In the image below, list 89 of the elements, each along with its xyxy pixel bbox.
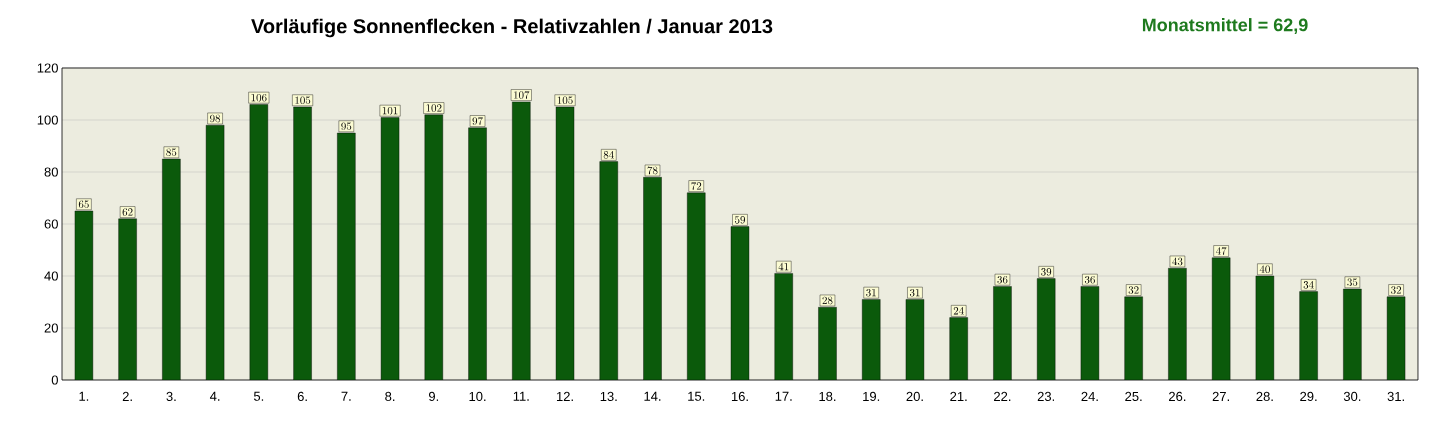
y-tick-label: 100 (37, 115, 58, 125)
x-tick-label: 10. (469, 391, 486, 401)
data-label: 97 (472, 117, 483, 125)
data-label: 47 (1215, 247, 1227, 255)
chart-title: Vorläufige Sonnenflecken - Relativzahlen / Januar 2013 (251, 18, 773, 38)
x-tick-label: 17. (775, 391, 792, 401)
bar (818, 307, 837, 380)
data-label: 98 (210, 114, 221, 123)
x-tick-label: 27. (1212, 391, 1229, 401)
y-tick-label: 120 (37, 63, 58, 73)
data-label: 35 (1347, 278, 1358, 287)
x-tick-label: 28. (1256, 391, 1273, 401)
bar (643, 177, 662, 380)
bar (337, 132, 356, 380)
x-tick-label: 31. (1387, 391, 1404, 401)
data-label: 72 (691, 182, 702, 190)
bar (424, 114, 443, 380)
x-tick-label: 4. (209, 391, 220, 401)
data-label: 84 (603, 150, 614, 159)
x-tick-label: 20. (906, 391, 923, 401)
y-tick-label: 20 (44, 323, 58, 333)
data-label: 36 (997, 275, 1008, 284)
x-tick-label: 21. (950, 391, 967, 401)
x-tick-label: 26. (1169, 391, 1186, 401)
x-tick-label: 22. (994, 391, 1011, 401)
text: Monatsmittel = 62,9 (1142, 18, 1308, 34)
x-tick-label: 18. (819, 391, 836, 401)
x-tick-label: 9. (428, 391, 439, 401)
data-label: 106 (251, 93, 267, 102)
bar (1299, 291, 1318, 380)
bar (118, 218, 137, 380)
data-label: 101 (382, 106, 398, 115)
data-label: 34 (1303, 280, 1314, 289)
x-tick-label: 3. (166, 391, 176, 401)
x-tick-label: 15. (688, 391, 705, 401)
bar (1036, 278, 1056, 380)
data-label: 32 (1391, 286, 1402, 294)
data-label: 78 (647, 166, 658, 175)
data-label: 105 (557, 96, 573, 105)
data-label: 85 (166, 148, 177, 157)
x-tick-label: 19. (863, 391, 880, 401)
bar (1124, 296, 1143, 380)
x-tick-label: 13. (600, 391, 617, 401)
x-tick-label: 16. (731, 391, 748, 401)
data-label: 31 (909, 288, 920, 297)
bar (599, 161, 618, 380)
x-tick-label: 14. (644, 391, 661, 401)
bar (249, 104, 269, 380)
x-tick-label: 8. (385, 391, 395, 401)
x-tick-label: 29. (1300, 391, 1317, 401)
bar (468, 127, 487, 380)
x-tick-label: 2. (122, 391, 132, 401)
x-tick-label: 25. (1125, 391, 1142, 401)
data-label: 95 (341, 122, 352, 131)
data-label: 39 (1041, 268, 1052, 276)
data-label: 65 (78, 200, 89, 209)
data-label: 24 (953, 306, 964, 315)
bar (774, 273, 793, 380)
x-tick-label: 24. (1081, 391, 1098, 401)
data-label: 59 (735, 216, 745, 224)
data-label: 43 (1172, 257, 1183, 266)
data-label: 41 (778, 262, 789, 271)
x-tick-label: 11. (513, 391, 529, 401)
x-tick-label: 30. (1343, 391, 1361, 401)
bar (949, 317, 968, 380)
x-tick-label: 23. (1037, 391, 1055, 401)
y-tick-label: 40 (44, 271, 58, 281)
data-label: 102 (426, 104, 442, 112)
x-tick-label: 1. (79, 391, 89, 401)
x-tick-label: 6. (297, 391, 307, 401)
data-label: 62 (122, 208, 133, 216)
bar (687, 192, 706, 380)
bar (1343, 288, 1362, 380)
data-label: 31 (866, 288, 876, 297)
data-label: 32 (1128, 286, 1139, 294)
data-label: 105 (295, 96, 311, 105)
data-label: 36 (1084, 275, 1095, 284)
bar (1168, 268, 1187, 380)
x-tick-label: 12. (556, 391, 573, 401)
data-label: 40 (1259, 265, 1270, 274)
y-tick-label: 0 (51, 375, 58, 385)
y-tick-label: 60 (44, 219, 58, 229)
bar (993, 286, 1012, 380)
data-label: 107 (514, 91, 530, 99)
x-tick-label: 7. (341, 391, 351, 401)
data-label: 28 (822, 296, 833, 305)
bar (162, 158, 181, 380)
x-tick-label: 5. (253, 391, 264, 401)
y-tick-label: 80 (44, 167, 58, 177)
